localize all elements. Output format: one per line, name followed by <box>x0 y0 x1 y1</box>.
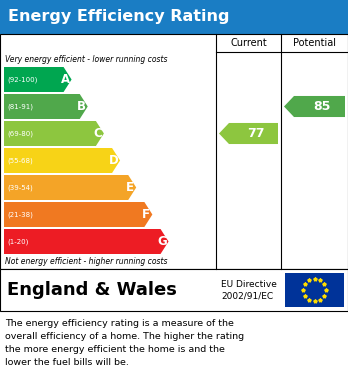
Text: Potential: Potential <box>293 38 336 48</box>
Text: (21-38): (21-38) <box>7 211 33 218</box>
Text: (81-91): (81-91) <box>7 103 33 110</box>
Text: (69-80): (69-80) <box>7 130 33 137</box>
Text: (1-20): (1-20) <box>7 238 29 245</box>
Text: A: A <box>61 73 70 86</box>
Bar <box>285 273 344 307</box>
Text: (55-68): (55-68) <box>7 157 33 164</box>
Text: Very energy efficient - lower running costs: Very energy efficient - lower running co… <box>5 54 167 63</box>
Polygon shape <box>4 148 120 173</box>
Polygon shape <box>4 202 152 227</box>
Text: Current: Current <box>230 38 267 48</box>
Text: C: C <box>94 127 102 140</box>
Polygon shape <box>284 96 345 117</box>
Text: G: G <box>158 235 167 248</box>
Bar <box>0 269 348 311</box>
Text: EU Directive
2002/91/EC: EU Directive 2002/91/EC <box>221 280 277 300</box>
Bar <box>0 0 348 34</box>
Text: D: D <box>109 154 119 167</box>
Bar <box>0 34 348 269</box>
Polygon shape <box>219 123 278 144</box>
Text: F: F <box>142 208 150 221</box>
Text: Energy Efficiency Rating: Energy Efficiency Rating <box>8 9 229 25</box>
Text: B: B <box>77 100 86 113</box>
Text: (92-100): (92-100) <box>7 76 37 83</box>
Text: 85: 85 <box>313 100 330 113</box>
Polygon shape <box>4 175 136 200</box>
Text: (39-54): (39-54) <box>7 184 33 191</box>
Polygon shape <box>4 67 72 92</box>
Text: England & Wales: England & Wales <box>7 281 177 299</box>
Text: E: E <box>126 181 134 194</box>
Text: The energy efficiency rating is a measure of the
overall efficiency of a home. T: The energy efficiency rating is a measur… <box>5 319 244 366</box>
Polygon shape <box>4 229 168 254</box>
Polygon shape <box>4 94 88 119</box>
Polygon shape <box>4 121 104 146</box>
Text: Not energy efficient - higher running costs: Not energy efficient - higher running co… <box>5 258 167 267</box>
Text: 77: 77 <box>247 127 264 140</box>
